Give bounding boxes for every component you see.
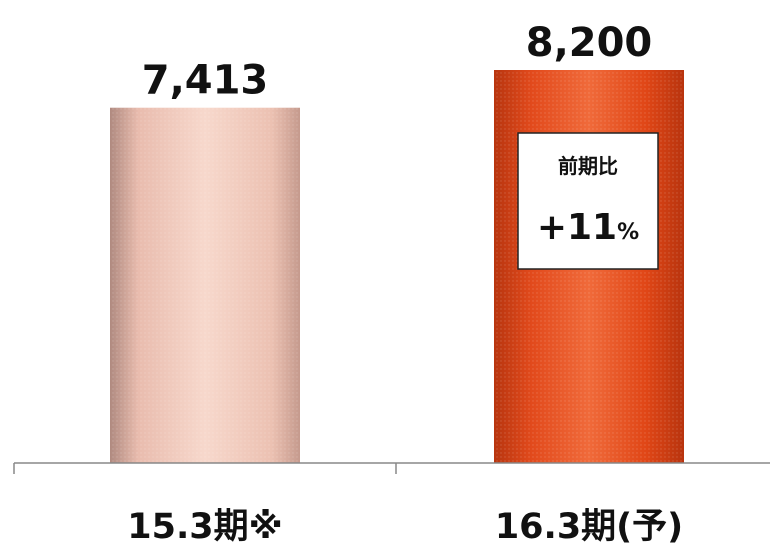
- category-label-2: 16.3期(予): [495, 507, 683, 547]
- callout-title: 前期比: [558, 154, 618, 178]
- bar-1-texture: [110, 107, 300, 463]
- value-label-2: 8,200: [526, 20, 653, 66]
- callout-box: [517, 132, 659, 270]
- category-label-1: 15.3期※: [127, 507, 282, 547]
- callout-value-unit: %: [617, 220, 639, 245]
- callout-value-number: +11: [537, 207, 617, 248]
- value-label-1: 7,413: [142, 58, 269, 104]
- callout-value: +11%: [537, 207, 639, 248]
